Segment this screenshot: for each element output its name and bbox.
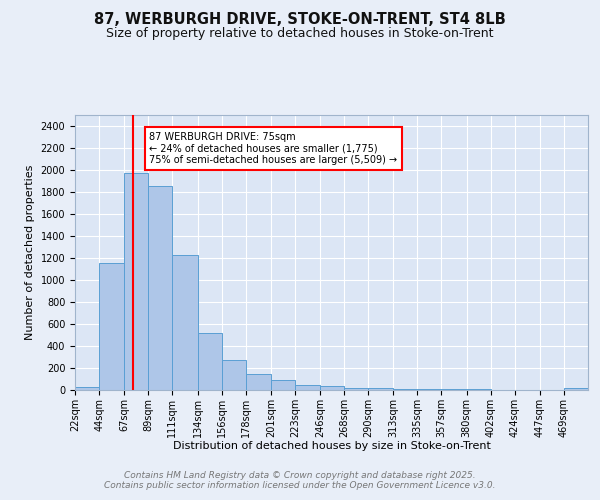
Bar xyxy=(295,385,320,390)
Bar xyxy=(271,380,295,390)
Y-axis label: Number of detached properties: Number of detached properties xyxy=(25,165,35,340)
Text: 87 WERBURGH DRIVE: 75sqm
← 24% of detached houses are smaller (1,775)
75% of sem: 87 WERBURGH DRIVE: 75sqm ← 24% of detach… xyxy=(149,132,398,164)
Bar xyxy=(221,360,245,390)
Bar xyxy=(245,374,271,390)
Text: Contains HM Land Registry data © Crown copyright and database right 2025.
Contai: Contains HM Land Registry data © Crown c… xyxy=(104,470,496,490)
Text: 87, WERBURGH DRIVE, STOKE-ON-TRENT, ST4 8LB: 87, WERBURGH DRIVE, STOKE-ON-TRENT, ST4 … xyxy=(94,12,506,28)
Bar xyxy=(172,254,197,390)
Bar xyxy=(148,186,172,390)
Bar xyxy=(75,387,99,390)
Bar xyxy=(418,389,442,390)
Bar xyxy=(124,173,148,390)
X-axis label: Distribution of detached houses by size in Stoke-on-Trent: Distribution of detached houses by size … xyxy=(173,441,490,451)
Bar xyxy=(99,263,124,390)
Bar xyxy=(197,333,221,390)
Bar xyxy=(564,388,588,390)
Bar xyxy=(394,388,418,390)
Text: Size of property relative to detached houses in Stoke-on-Trent: Size of property relative to detached ho… xyxy=(106,28,494,40)
Bar xyxy=(344,388,368,390)
Bar xyxy=(368,388,394,390)
Bar xyxy=(320,386,344,390)
